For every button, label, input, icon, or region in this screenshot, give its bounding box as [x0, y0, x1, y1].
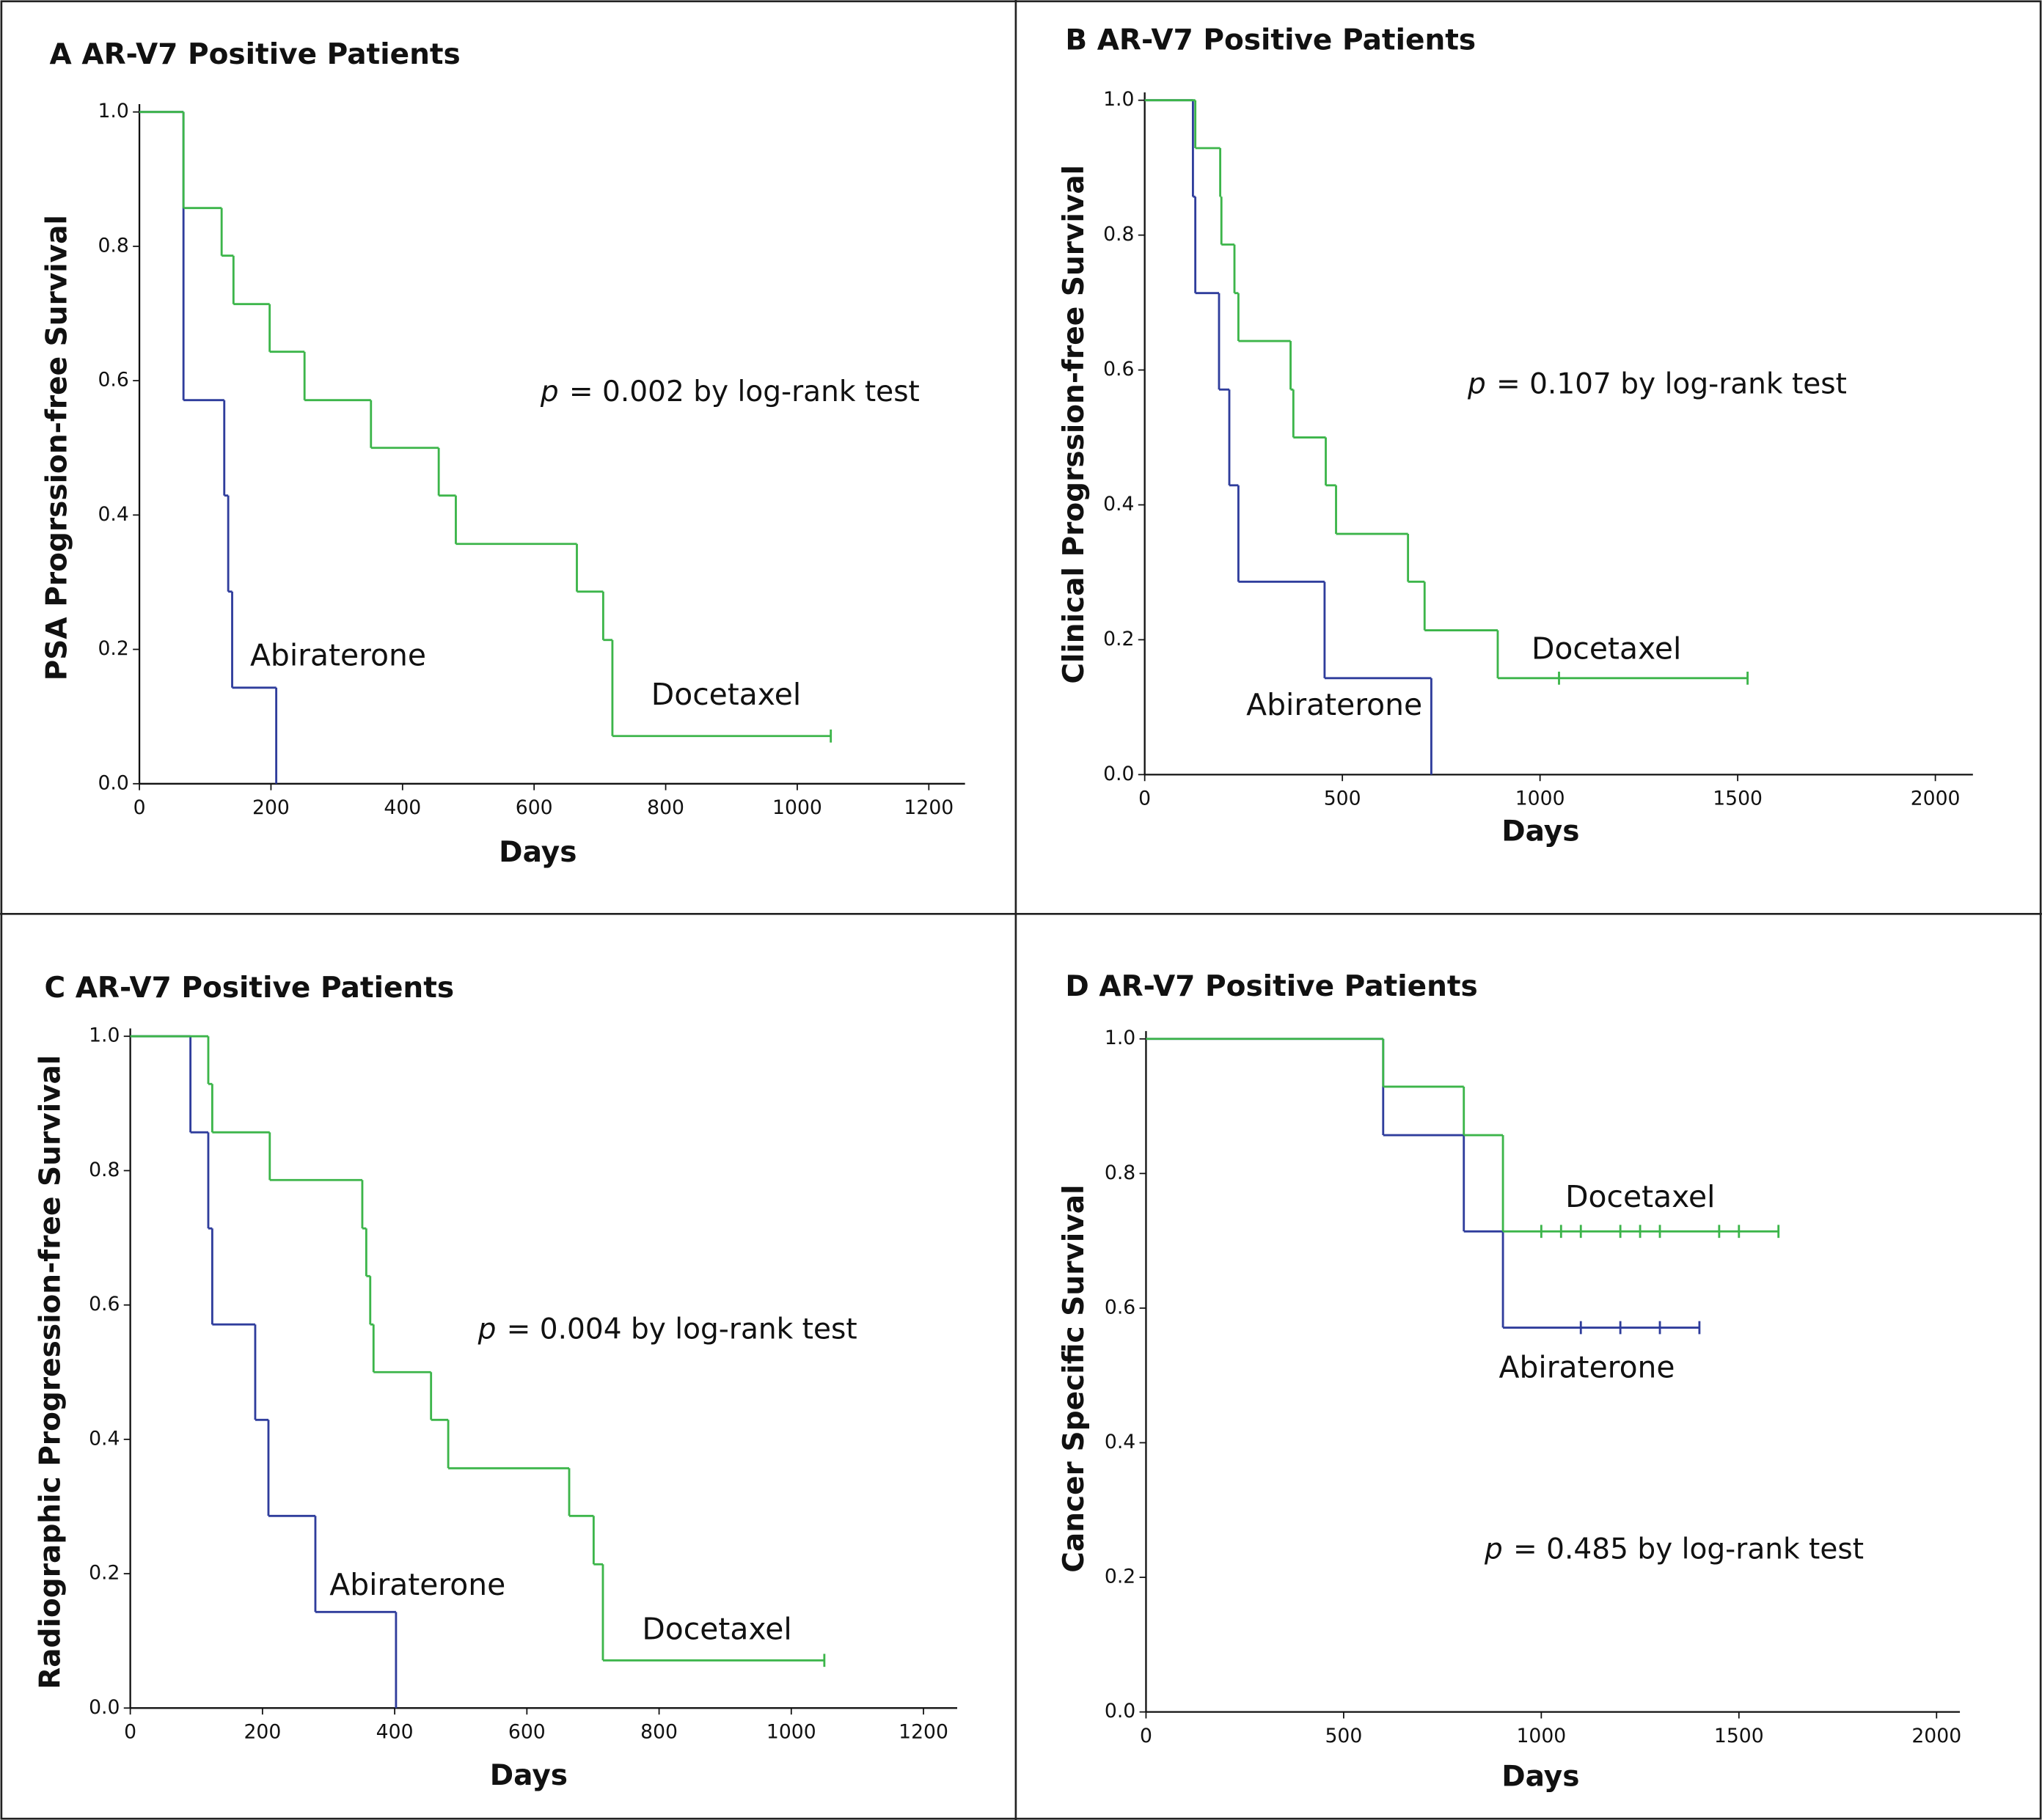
- y-tick-label: 0.4: [1105, 1431, 1135, 1453]
- x-tick-label: 600: [516, 796, 553, 819]
- y-tick-label: 0.0: [1105, 1700, 1135, 1722]
- annotation: p = 0.002 by log-rank test: [540, 375, 920, 408]
- y-axis-label: Cancer Specific Survival: [1058, 1185, 1091, 1573]
- x-tick-label: 800: [647, 796, 684, 819]
- series-label: Abiraterone: [250, 638, 426, 673]
- y-tick-label: 0.0: [98, 771, 129, 794]
- y-tick-label: 1.0: [98, 100, 129, 122]
- series-label: Abiraterone: [329, 1567, 505, 1602]
- x-tick-label: 1200: [899, 1721, 948, 1744]
- x-tick-label: 400: [376, 1721, 414, 1744]
- x-tick-label: 1000: [1516, 1725, 1566, 1747]
- x-tick-label: 1200: [904, 796, 954, 819]
- series-label: Docetaxel: [1565, 1179, 1715, 1214]
- x-tick-label: 1500: [1713, 788, 1763, 810]
- x-tick-label: 600: [508, 1721, 546, 1744]
- x-tick-label: 0: [124, 1721, 136, 1744]
- x-tick-label: 0: [1140, 1725, 1152, 1747]
- y-tick-label: 0.0: [1103, 763, 1134, 785]
- series-label: Abiraterone: [1246, 687, 1422, 722]
- x-tick-label: 200: [252, 796, 290, 819]
- annotation-symbol: p: [1484, 1533, 1503, 1566]
- annotation: p = 0.485 by log-rank test: [1484, 1533, 1864, 1566]
- y-tick-label: 0.2: [1105, 1566, 1135, 1588]
- x-tick-label: 1500: [1714, 1725, 1764, 1747]
- annotation: p = 0.004 by log-rank test: [477, 1313, 857, 1346]
- panel: B AR-V7 Positive Patients 0 500 1000 1500 200…: [1058, 23, 1973, 848]
- series-label: Docetaxel: [1532, 631, 1681, 667]
- chart-title: C AR-V7 Positive Patients: [44, 972, 454, 1005]
- x-tick-label: 0: [133, 796, 146, 819]
- y-tick-label: 0.2: [89, 1562, 120, 1585]
- chart-title: B AR-V7 Positive Patients: [1065, 23, 1476, 56]
- x-tick-label: 1000: [766, 1721, 816, 1744]
- x-tick-label: 500: [1324, 788, 1361, 810]
- chart-title: D AR-V7 Positive Patients: [1065, 970, 1477, 1003]
- series-label: Docetaxel: [651, 677, 801, 712]
- annotation-symbol: p: [1467, 367, 1486, 400]
- x-axis-label: Days: [1501, 815, 1579, 848]
- x-tick-label: 400: [384, 796, 421, 819]
- annotation-text: = 0.107 by log-rank test: [1496, 367, 1847, 400]
- x-tick-label: 800: [640, 1721, 678, 1744]
- chart-title: A AR-V7 Positive Patients: [50, 38, 461, 71]
- y-tick-label: 1.0: [1105, 1027, 1135, 1049]
- annotation: p = 0.107 by log-rank test: [1467, 367, 1847, 400]
- y-axis-label: PSA Progrssion-free Survival: [40, 215, 73, 680]
- y-tick-label: 0.8: [1103, 223, 1134, 246]
- y-tick-label: 0.6: [98, 369, 129, 392]
- y-tick-label: 0.2: [1103, 628, 1134, 650]
- y-tick-label: 0.8: [98, 234, 129, 257]
- x-tick-label: 200: [244, 1721, 281, 1744]
- y-axis-label: Radiographic Progression-free Survival: [34, 1055, 67, 1689]
- y-tick-label: 0.6: [1105, 1296, 1135, 1318]
- y-tick-label: 1.0: [89, 1024, 120, 1047]
- series-label: Docetaxel: [642, 1612, 791, 1647]
- x-axis-label: Days: [490, 1759, 568, 1792]
- panel: D AR-V7 Positive Patients 0 500 1000 1500 200…: [1058, 970, 1961, 1794]
- annotation-text: = 0.004 by log-rank test: [507, 1313, 857, 1346]
- x-tick-label: 2000: [1911, 1725, 1961, 1747]
- y-tick-label: 0.2: [98, 637, 129, 660]
- y-tick-label: 1.0: [1103, 88, 1134, 111]
- x-tick-label: 0: [1138, 788, 1151, 810]
- x-tick-label: 1000: [1515, 788, 1565, 810]
- x-tick-label: 1000: [772, 796, 822, 819]
- x-axis-label: Days: [1501, 1761, 1579, 1794]
- y-tick-label: 0.8: [89, 1159, 120, 1181]
- y-tick-label: 0.6: [1103, 358, 1134, 381]
- y-tick-label: 0.8: [1105, 1162, 1135, 1184]
- series-label: Abiraterone: [1499, 1350, 1675, 1385]
- annotation-text: = 0.002 by log-rank test: [569, 375, 920, 408]
- x-axis-label: Days: [499, 836, 577, 869]
- y-axis-label: Clinical Progrssion-free Survival: [1058, 165, 1091, 684]
- annotation-text: = 0.485 by log-rank test: [1513, 1533, 1864, 1566]
- y-tick-label: 0.0: [89, 1696, 120, 1719]
- x-tick-label: 2000: [1911, 788, 1961, 810]
- panel: A AR-V7 Positive Patients 0 200 400 600 800 10…: [40, 38, 965, 869]
- y-tick-label: 0.4: [89, 1427, 120, 1450]
- annotation-symbol: p: [540, 375, 559, 408]
- x-tick-label: 500: [1325, 1725, 1362, 1747]
- y-tick-label: 0.4: [98, 503, 129, 526]
- panel: C AR-V7 Positive Patients 0 200 400 600 800 10…: [34, 972, 958, 1792]
- y-tick-label: 0.6: [89, 1293, 120, 1316]
- y-tick-label: 0.4: [1103, 493, 1134, 515]
- annotation-symbol: p: [477, 1313, 497, 1346]
